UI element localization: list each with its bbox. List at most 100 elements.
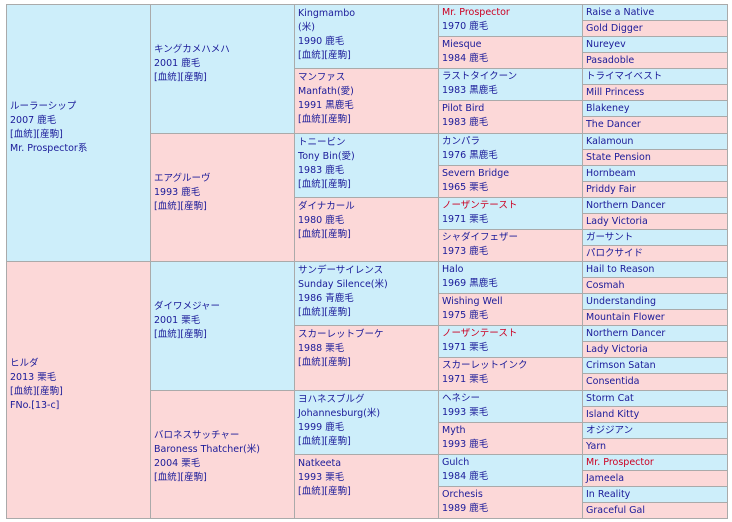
horse-name-link[interactable]: ガーサント — [586, 231, 634, 243]
horse-name-link[interactable]: ラストタイクーン — [442, 71, 518, 83]
pedigree-cell-g4-6: ノーザンテースト 1971 栗毛 — [438, 196, 584, 230]
horse-name-link[interactable]: Gulch — [442, 456, 470, 468]
pedigree-links[interactable]: [血統][産駒] — [298, 178, 351, 190]
horse-name-link[interactable]: Jameela — [586, 472, 625, 484]
horse-name-link[interactable]: エアグルーヴ — [154, 172, 211, 184]
horse-name-link[interactable]: Mr. Prospector — [586, 456, 654, 468]
pedigree-links[interactable]: [血統][産駒] — [298, 228, 351, 240]
horse-name-link[interactable]: Storm Cat — [586, 392, 634, 404]
horse-name-link[interactable]: ダイナカール — [298, 200, 355, 212]
pedigree-links[interactable]: [血統][産駒] — [154, 471, 207, 483]
horse-name-link[interactable]: ヒルダ — [10, 357, 39, 369]
horse-name-link[interactable]: ヨハネスブルグ — [298, 393, 365, 405]
horse-name-link[interactable]: ダイワメジャー — [154, 301, 221, 313]
horse-name-link[interactable]: State Pension — [586, 151, 651, 163]
horse-name-link[interactable]: ノーザンテースト — [442, 199, 518, 211]
horse-name-link[interactable]: Mr. Prospector — [442, 7, 510, 18]
horse-name-link[interactable]: Nureyev — [586, 39, 626, 51]
horse-name-link[interactable]: シャダイフェザー — [442, 231, 519, 243]
horse-name-link[interactable]: マンファス — [298, 72, 346, 84]
horse-name-link[interactable]: Wishing Well — [442, 296, 503, 308]
horse-name-link[interactable]: Island Kitty — [586, 408, 640, 420]
horse-name-link[interactable]: ルーラーシップ — [10, 100, 77, 112]
pedigree-links[interactable]: [血統][産駒] — [154, 200, 207, 212]
pedigree-links[interactable]: [血統][産駒] — [298, 485, 351, 497]
pedigree-cell-g5-24: Storm Cat — [582, 389, 728, 407]
pedigree-cell-g4-15: Orchesis 1989 鹿毛 — [438, 485, 584, 519]
pedigree-links[interactable]: [血統][産駒] — [298, 50, 351, 61]
pedigree-cell-g5-9: State Pension — [582, 148, 728, 166]
pedigree-links[interactable]: [血統][産駒] — [10, 128, 63, 140]
pedigree-cell-g4-10: ノーザンテースト 1971 栗毛 — [438, 325, 584, 359]
horse-name-link[interactable]: Crimson Satan — [586, 360, 656, 372]
horse-name-link[interactable]: Natkeeta — [298, 457, 342, 469]
horse-name-link[interactable]: Gold Digger — [586, 23, 643, 35]
horse-name-link[interactable]: Northern Dancer — [586, 199, 666, 211]
horse-name-link[interactable]: Mountain Flower — [586, 312, 665, 324]
pedigree-cell-g5-0: Raise a Native — [582, 4, 728, 22]
pedigree-cell-g5-30: In Reality — [582, 485, 728, 503]
pedigree-cell-g2-2: ダイワメジャー 2001 栗毛 [血統][産駒] — [150, 261, 296, 391]
pedigree-cell-g4-11: スカーレットインク 1971 栗毛 — [438, 357, 584, 391]
horse-name-link[interactable]: Yarn — [586, 440, 607, 452]
horse-name-link[interactable]: Miesque — [442, 39, 482, 51]
horse-name-link[interactable]: The Dancer — [586, 119, 641, 131]
pedigree-links[interactable]: [血統][産駒] — [298, 307, 351, 318]
horse-name-link[interactable]: スカーレットインク — [442, 360, 528, 372]
pedigree-links[interactable]: [血統][産駒] — [298, 435, 351, 447]
horse-name-link[interactable]: Hornbeam — [586, 167, 636, 179]
pedigree-cell-g4-4: カンパラ 1976 黒鹿毛 — [438, 132, 584, 166]
pedigree-cell-g4-3: Pilot Bird 1983 鹿毛 — [438, 100, 584, 134]
pedigree-cell-g4-7: シャダイフェザー 1973 鹿毛 — [438, 228, 584, 262]
pedigree-cell-g5-26: オジジアン — [582, 421, 728, 439]
horse-name-link[interactable]: トニービン — [298, 136, 346, 148]
pedigree-cell-g5-6: Blakeney — [582, 100, 728, 118]
horse-name-link[interactable]: ノーザンテースト — [442, 328, 518, 340]
horse-name-link[interactable]: Graceful Gal — [586, 504, 646, 516]
horse-info-line: 1971 栗毛 — [442, 342, 489, 354]
horse-name-link[interactable]: パロクサイド — [586, 247, 644, 259]
horse-name-link[interactable]: ヘネシー — [442, 392, 481, 404]
horse-name-link[interactable]: Understanding — [586, 296, 656, 308]
horse-name-link[interactable]: Pilot Bird — [442, 103, 485, 115]
horse-name-link[interactable]: Cosmah — [586, 280, 625, 292]
horse-name-link[interactable]: オジジアン — [586, 424, 634, 436]
pedigree-cell-g5-13: Lady Victoria — [582, 212, 728, 230]
horse-name-link[interactable]: Halo — [442, 264, 464, 275]
pedigree-cell-g3-1: マンファス Manfath(愛) 1991 黒鹿毛 [血統][産駒] — [294, 68, 440, 134]
horse-name-link[interactable]: Consentida — [586, 376, 640, 388]
horse-name-link[interactable]: キングカメハメハ — [154, 44, 230, 56]
horse-name-link[interactable]: Raise a Native — [586, 7, 655, 18]
pedigree-cell-g5-2: Nureyev — [582, 36, 728, 54]
pedigree-links[interactable]: [血統][産駒] — [298, 357, 351, 369]
pedigree-links[interactable]: FNo.[13-c] — [10, 399, 60, 411]
horse-info-line: 1990 鹿毛 — [298, 36, 345, 47]
horse-name-link[interactable]: Myth — [442, 424, 466, 436]
horse-name-link[interactable]: Blakeney — [586, 103, 630, 115]
pedigree-cell-g3-6: ヨハネスブルグ Johannesburg(米) 1999 鹿毛 [血統][産駒] — [294, 389, 440, 455]
horse-name-link[interactable]: バロネスサッチャー — [154, 429, 240, 441]
pedigree-links[interactable]: [血統][産駒] — [298, 114, 351, 126]
horse-name-link[interactable]: Orchesis — [442, 488, 483, 500]
horse-name-link[interactable]: Pasadoble — [586, 55, 635, 67]
horse-name-link[interactable]: Kalamoun — [586, 135, 634, 147]
horse-name-link[interactable]: スカーレットブーケ — [298, 329, 384, 341]
horse-name-link[interactable]: In Reality — [586, 488, 631, 500]
horse-name-link[interactable]: Lady Victoria — [586, 215, 648, 227]
horse-name-link[interactable]: Severn Bridge — [442, 167, 510, 179]
horse-name-link[interactable]: サンデーサイレンス — [298, 265, 384, 276]
horse-name-link[interactable]: Kingmambo — [298, 8, 356, 19]
pedigree-cell-g5-10: Hornbeam — [582, 164, 728, 182]
horse-name-link[interactable]: Mill Princess — [586, 87, 645, 99]
pedigree-links[interactable]: [血統][産駒] — [154, 329, 207, 341]
horse-name-link[interactable]: Hail to Reason — [586, 264, 655, 275]
horse-name-link[interactable]: Lady Victoria — [586, 344, 648, 356]
pedigree-cell-g5-29: Jameela — [582, 469, 728, 487]
horse-name-link[interactable]: トライマイベスト — [586, 71, 663, 83]
horse-name-link[interactable]: カンパラ — [442, 135, 481, 147]
horse-name-link[interactable]: Priddy Fair — [586, 183, 636, 195]
horse-info-line: 1984 鹿毛 — [442, 53, 489, 65]
pedigree-links[interactable]: [血統][産駒] — [154, 72, 207, 84]
pedigree-links[interactable]: [血統][産駒] — [10, 385, 63, 397]
horse-name-link[interactable]: Northern Dancer — [586, 328, 666, 340]
